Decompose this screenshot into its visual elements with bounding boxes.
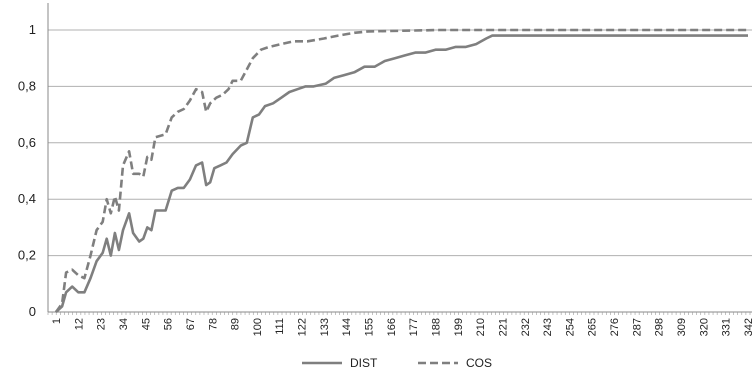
x-tick-label: 133 (319, 318, 331, 336)
axes (47, 3, 752, 315)
x-tick-label: 276 (609, 318, 621, 336)
x-tick-label: 177 (408, 318, 420, 336)
x-axis-tick-labels: 1 12 23 34 45 56 67 78 89 100 111 122 133 144 155 166 17… (51, 318, 753, 336)
x-tick-label: 122 (297, 318, 309, 336)
x-tick-label: 243 (542, 318, 554, 336)
x-tick-label: 166 (386, 318, 398, 336)
x-tick-label: 287 (631, 318, 643, 336)
x-tick-label: 78 (207, 318, 219, 330)
series-line-cos (54, 28, 748, 313)
legend: DIST COS (302, 356, 492, 370)
x-tick-label: 188 (430, 318, 442, 336)
x-tick-label: 155 (364, 318, 376, 336)
y-tick-label: 0 (29, 304, 36, 319)
x-tick-label: 232 (520, 318, 532, 336)
x-tick-label: 1 (51, 318, 63, 324)
x-tick-label: 254 (564, 318, 576, 336)
x-tick-label: 67 (185, 318, 197, 330)
legend-label-dist: DIST (350, 356, 378, 370)
y-tick-label: 0,2 (18, 248, 36, 263)
y-tick-label: 0,8 (18, 78, 36, 93)
series-line-dist (55, 34, 748, 313)
x-tick-label: 100 (252, 318, 264, 336)
x-tick-label: 331 (721, 318, 733, 336)
x-tick-label: 309 (676, 318, 688, 336)
x-tick-label: 199 (453, 318, 465, 336)
x-tick-label: 23 (96, 318, 108, 330)
x-tick-label: 320 (698, 318, 710, 336)
x-tick-label: 265 (587, 318, 599, 336)
x-tick-label: 45 (140, 318, 152, 330)
x-tick-label: 221 (497, 318, 509, 336)
x-tick-label: 12 (73, 318, 85, 330)
x-tick-label: 210 (475, 318, 487, 336)
x-tick-label: 34 (118, 318, 130, 330)
x-tick-label: 298 (654, 318, 666, 336)
x-tick-label: 56 (163, 318, 175, 330)
gridlines (48, 29, 752, 257)
y-tick-label: 0,4 (18, 191, 36, 206)
legend-label-cos: COS (466, 356, 492, 370)
y-axis-tick-labels: 0 0,2 0,4 0,6 0,8 1 (18, 22, 36, 319)
x-tick-label: 111 (274, 318, 286, 335)
x-tick-label: 342 (743, 318, 753, 336)
x-tick-label: 144 (341, 318, 353, 336)
x-tick-label: 89 (230, 318, 242, 330)
y-tick-label: 0,6 (18, 135, 36, 150)
series-lines (54, 28, 748, 313)
y-tick-label: 1 (29, 22, 36, 37)
